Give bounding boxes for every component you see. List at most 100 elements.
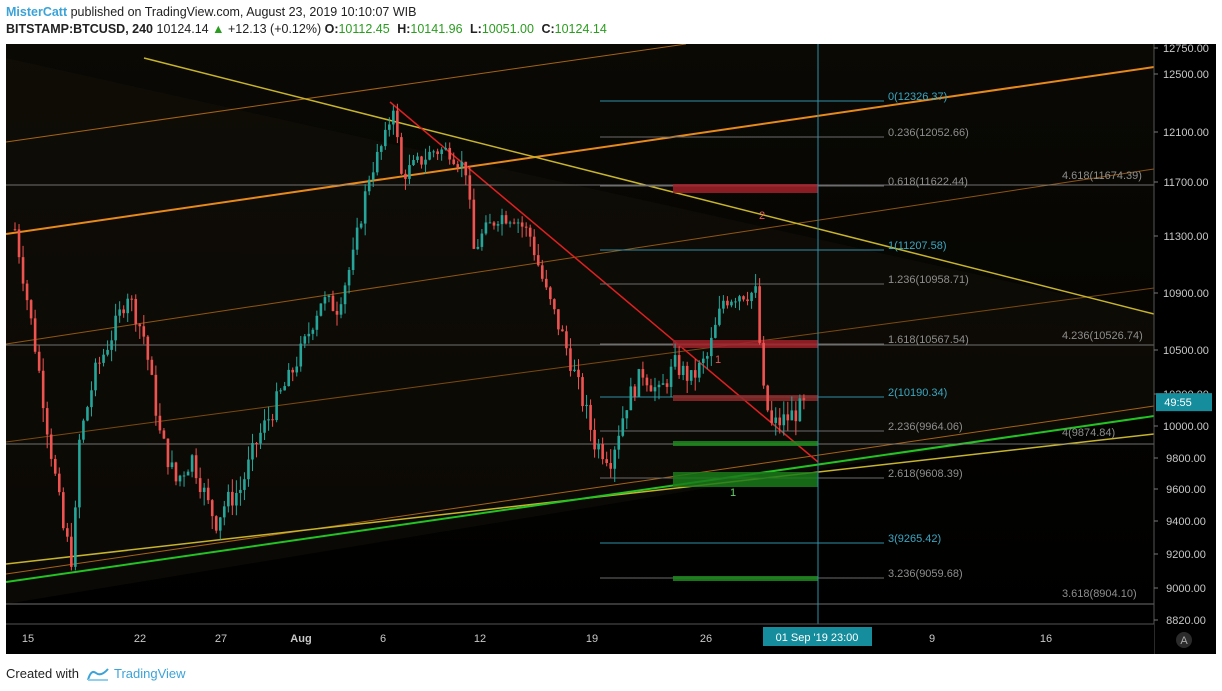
candle-up-body — [202, 487, 206, 493]
demand-zone-rect — [673, 576, 818, 581]
candle-up-body — [259, 432, 262, 444]
candle-up-body — [718, 308, 721, 325]
candle-up-body — [673, 355, 677, 367]
candle-down-body — [468, 175, 472, 200]
crosshair-time-label: 01 Sep '19 23:00 — [776, 632, 859, 644]
candle-down-body — [448, 147, 451, 160]
candle-up-body — [283, 386, 286, 391]
candle-up-body — [424, 159, 427, 165]
candle-down-body — [742, 296, 745, 300]
candle-up-body — [774, 417, 778, 423]
price-tick-label: 10900.00 — [1163, 288, 1209, 300]
candle-up-body — [613, 449, 617, 469]
candle-down-body — [162, 430, 166, 439]
candle-up-body — [251, 443, 254, 460]
candle-down-body — [762, 342, 765, 386]
orange-channel-bottom-line — [6, 405, 1155, 575]
candles-layer — [13, 103, 806, 571]
candle-up-body — [223, 506, 226, 518]
candle-down-body — [331, 295, 335, 311]
candle-up-body — [750, 292, 753, 302]
candle-down-body — [677, 355, 681, 375]
candle-down-body — [452, 159, 456, 165]
candle-up-body — [86, 407, 89, 421]
candle-down-body — [21, 257, 25, 284]
high-value: 10141.96 — [410, 22, 463, 36]
tradingview-brand[interactable]: TradingView — [114, 666, 186, 681]
supply-zone-rect — [673, 184, 818, 193]
candle-up-body — [480, 233, 484, 247]
auto-scale-icon: A — [1180, 635, 1188, 647]
candle-up-body — [239, 489, 242, 494]
candle-down-body — [396, 110, 399, 138]
price-chart[interactable]: 0(12326.37) 0.236(12052.66) 0.618(11622.44… — [6, 44, 1216, 654]
candle-down-body — [589, 404, 592, 430]
candle-down-body — [62, 492, 65, 529]
candle-down-body — [206, 487, 210, 501]
candle-up-body — [625, 410, 629, 419]
candle-up-body — [170, 462, 174, 468]
candle-up-body — [617, 435, 621, 450]
candle-up-body — [710, 337, 713, 357]
candle-up-body — [681, 365, 685, 375]
candle-up-body — [90, 390, 93, 408]
candle-up-body — [722, 300, 725, 309]
candle-down-body — [726, 300, 729, 306]
orange-channel-main-line — [6, 66, 1155, 235]
candle-up-body — [585, 404, 588, 407]
candle-down-body — [158, 415, 162, 431]
candle-up-body — [351, 249, 355, 271]
candle-up-body — [343, 285, 347, 305]
candle-down-body — [138, 324, 142, 327]
candle-up-body — [508, 222, 512, 224]
candle-down-body — [210, 500, 214, 517]
tradingview-logo-icon — [86, 668, 109, 681]
candle-up-body — [347, 270, 351, 286]
price-tick-label: 11700.00 — [1163, 177, 1208, 189]
candle-down-body — [29, 300, 33, 319]
candle-down-body — [41, 370, 45, 409]
time-axis-panel[interactable] — [6, 624, 1154, 654]
candle-down-body — [456, 164, 460, 168]
drawing-layer — [6, 44, 1155, 605]
fib-level-label: 3(9265.42) — [888, 533, 941, 545]
candle-down-body — [512, 222, 516, 224]
publish-line: MisterCatt published on TradingView.com,… — [6, 5, 416, 19]
candle-down-body — [17, 229, 21, 258]
price-tick-label: 9200.00 — [1166, 549, 1206, 561]
candle-up-body — [323, 297, 327, 304]
candle-up-body — [428, 151, 431, 160]
fib-extension-label: 4(9874.84) — [1062, 427, 1115, 439]
fib-extension-label: 4.618(11674.39) — [1062, 170, 1142, 182]
created-with: Created with TradingView — [6, 666, 186, 681]
price-axis: 12750.00 12500.00 12100.00 11700.00 11300.00… — [1154, 44, 1212, 627]
fib-extension-label: 4.236(10526.74) — [1062, 330, 1143, 342]
candle-down-body — [758, 286, 761, 343]
fib-level-label: 2.618(9608.39) — [888, 468, 963, 480]
time-tick-label: 9 — [929, 633, 935, 645]
candle-up-body — [218, 517, 222, 531]
price-tick-label: 9400.00 — [1166, 516, 1206, 528]
orange-channel-lower-line — [6, 287, 1155, 443]
candle-up-body — [319, 303, 323, 316]
fib-extension-label: 3.618(8904.10) — [1062, 588, 1137, 600]
fib-level-label: 2.236(9964.06) — [888, 421, 963, 433]
candle-up-body — [227, 491, 230, 507]
auto-scale-button[interactable]: A — [1176, 632, 1192, 648]
price-axis-panel[interactable] — [1154, 44, 1216, 654]
candle-up-body — [178, 475, 182, 482]
candle-up-body — [484, 222, 488, 234]
candle-up-body — [714, 324, 717, 338]
candle-down-body — [291, 369, 295, 373]
chart-area[interactable]: 0(12326.37) 0.236(12052.66) 0.618(11622.44… — [6, 44, 1216, 654]
marker-layer: 2 1 1 — [715, 210, 765, 499]
candle-up-body — [661, 383, 665, 385]
author-name[interactable]: MisterCatt — [6, 5, 68, 19]
time-axis: 15 22 27 Aug 6 12 19 26 9 16 — [22, 633, 1052, 645]
candle-up-body — [235, 493, 238, 506]
demand-zone-rect — [673, 441, 818, 446]
candle-up-body — [782, 414, 786, 426]
last-price: 10124.14 — [156, 22, 209, 36]
time-tick-label: 12 — [474, 633, 486, 645]
triangle-up-icon: ▲ — [212, 22, 225, 36]
